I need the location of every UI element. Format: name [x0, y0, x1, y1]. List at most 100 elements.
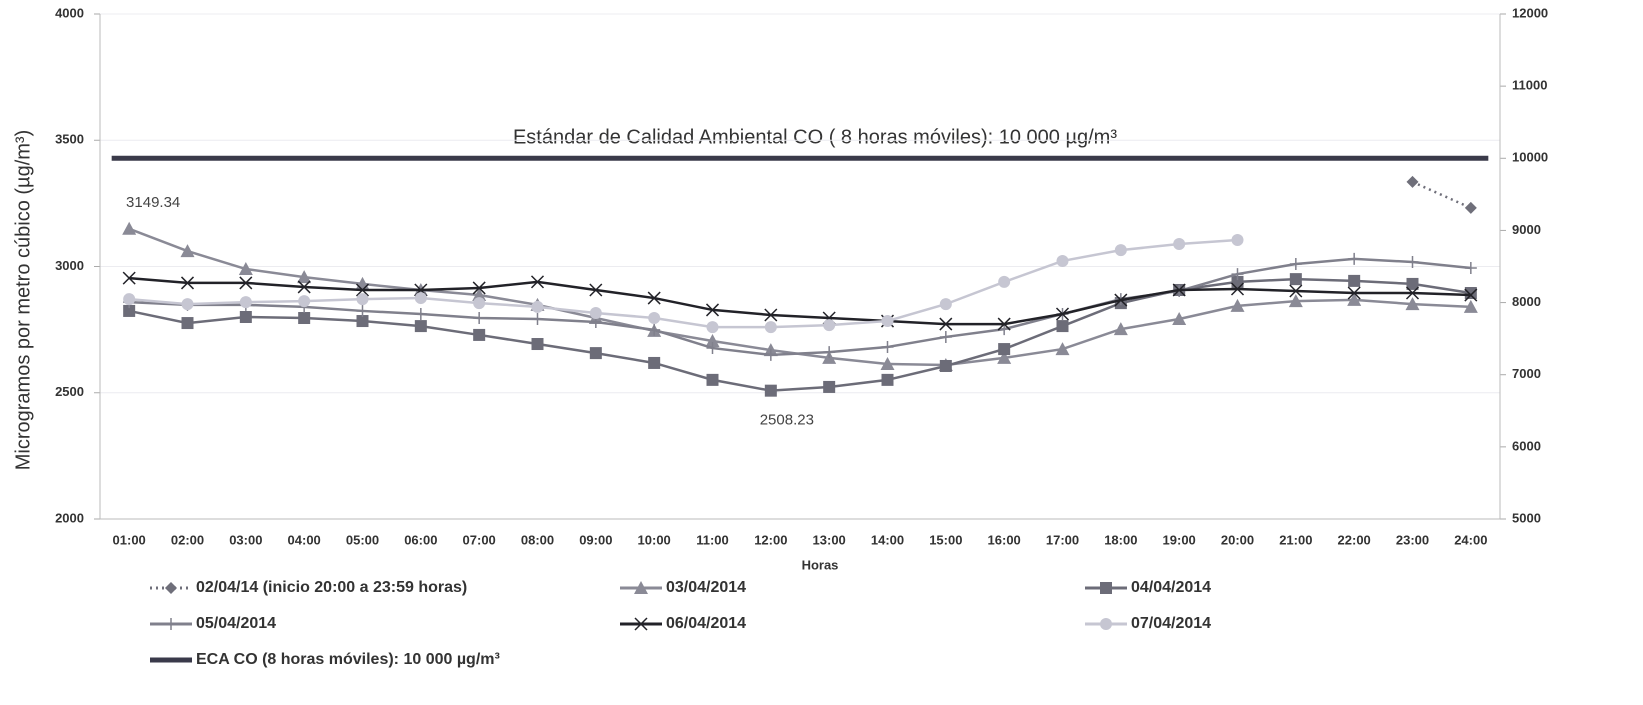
- marker: [881, 315, 894, 328]
- marker: [1055, 342, 1070, 356]
- y-axis-label: Microgramos por metro cúbico (µg/m³): [12, 130, 34, 471]
- marker: [1289, 273, 1302, 286]
- marker: [530, 275, 545, 289]
- x-tick-label: 03:00: [229, 532, 262, 547]
- x-tick-label: 07:00: [463, 532, 496, 547]
- x-tick-label: 08:00: [521, 532, 554, 547]
- marker: [706, 342, 719, 355]
- y2-tick-label: 5000: [1512, 510, 1541, 525]
- data-label: 2508.23: [760, 412, 814, 429]
- marker: [122, 221, 137, 235]
- marker: [1173, 238, 1186, 251]
- marker: [1231, 268, 1244, 281]
- marker: [239, 296, 252, 309]
- x-axis-label: Horas: [802, 557, 839, 572]
- x-tick-label: 14:00: [871, 532, 904, 547]
- x-tick-label: 10:00: [638, 532, 671, 547]
- marker: [181, 317, 194, 330]
- marker: [180, 244, 195, 258]
- marker: [473, 312, 486, 325]
- x-tick-label: 13:00: [813, 532, 846, 547]
- x-tick-label: 24:00: [1454, 532, 1487, 547]
- marker: [297, 270, 312, 284]
- x-tick-label: 12:00: [754, 532, 787, 547]
- legend-label: 02/04/14 (inicio 20:00 a 23:59 horas): [196, 579, 467, 596]
- marker: [122, 271, 136, 285]
- y-tick-label: 3500: [55, 132, 84, 147]
- marker: [823, 346, 836, 359]
- marker: [1113, 322, 1128, 336]
- marker: [1056, 254, 1069, 267]
- marker: [1406, 277, 1419, 290]
- marker: [1231, 275, 1244, 288]
- marker: [472, 288, 487, 302]
- marker: [239, 276, 253, 290]
- marker: [1347, 286, 1361, 300]
- legend-label: 04/04/2014: [1131, 579, 1211, 596]
- marker: [1114, 293, 1128, 307]
- marker: [531, 338, 544, 351]
- marker: [589, 283, 603, 297]
- y-tick-label: 3000: [55, 258, 84, 273]
- marker: [414, 307, 427, 320]
- y-tick-label: 2500: [55, 384, 84, 399]
- x-tick-label: 22:00: [1338, 532, 1371, 547]
- marker: [181, 298, 194, 311]
- marker: [355, 283, 370, 297]
- marker: [939, 330, 952, 343]
- marker: [414, 292, 427, 305]
- marker: [473, 297, 486, 310]
- marker: [238, 262, 253, 276]
- marker: [706, 321, 719, 334]
- marker: [881, 341, 894, 354]
- marker: [764, 321, 777, 334]
- marker: [1100, 582, 1112, 594]
- x-tick-label: 04:00: [288, 532, 321, 547]
- marker: [165, 582, 177, 594]
- series-line: [129, 276, 1471, 326]
- marker: [356, 304, 369, 317]
- marker: [998, 343, 1011, 356]
- legend-label: 05/04/2014: [196, 615, 276, 632]
- marker: [414, 320, 427, 333]
- marker: [123, 304, 136, 317]
- marker: [648, 312, 661, 325]
- x-tick-label: 02:00: [171, 532, 204, 547]
- x-tick-label: 06:00: [404, 532, 437, 547]
- marker: [1405, 286, 1420, 300]
- x-tick-label: 21:00: [1279, 532, 1312, 547]
- marker: [123, 293, 136, 306]
- marker: [764, 348, 777, 361]
- series-line: [1411, 180, 1472, 210]
- marker: [1055, 307, 1070, 321]
- marker: [634, 617, 648, 631]
- marker: [356, 315, 369, 328]
- marker: [298, 295, 311, 308]
- marker: [823, 380, 836, 393]
- x-tick-label: 01:00: [113, 532, 146, 547]
- x-tick-label: 20:00: [1221, 532, 1254, 547]
- marker: [1114, 244, 1127, 257]
- marker: [1463, 299, 1478, 313]
- marker: [589, 306, 602, 319]
- marker: [531, 313, 544, 326]
- series-line: [128, 277, 1472, 392]
- marker: [1231, 233, 1244, 246]
- marker: [589, 347, 602, 360]
- marker: [997, 317, 1011, 331]
- marker: [356, 293, 369, 306]
- marker: [997, 350, 1012, 364]
- marker: [531, 300, 544, 313]
- marker: [1464, 288, 1478, 302]
- y-tick-label: 4000: [55, 5, 84, 20]
- x-tick-label: 18:00: [1104, 532, 1137, 547]
- x-tick-label: 05:00: [346, 532, 379, 547]
- marker: [1100, 618, 1112, 630]
- marker: [1230, 298, 1245, 312]
- y-tick-label: 2000: [55, 510, 84, 525]
- y2-tick-label: 7000: [1512, 366, 1541, 381]
- marker: [647, 291, 661, 305]
- legend-label: 06/04/2014: [666, 615, 746, 632]
- marker: [1464, 201, 1477, 214]
